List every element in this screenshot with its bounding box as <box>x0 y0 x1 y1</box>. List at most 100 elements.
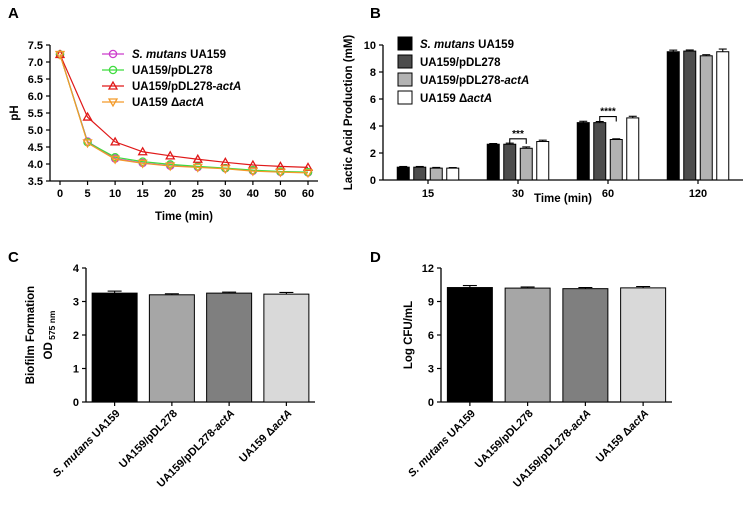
y-tick-label: 3 <box>428 364 434 376</box>
x-tick-label: 10 <box>109 188 121 200</box>
x-tick-label: 60 <box>302 188 314 200</box>
bar <box>626 117 640 181</box>
legend-swatch <box>397 54 413 69</box>
data-point <box>220 165 231 175</box>
x-axis-title: Time (min) <box>534 193 592 205</box>
bar <box>429 167 443 181</box>
data-point <box>165 150 176 160</box>
y-tick-label: 6.0 <box>28 91 43 103</box>
data-point <box>247 167 259 177</box>
significance-label: *** <box>512 129 524 140</box>
y-tick-label: 2 <box>73 330 79 342</box>
x-tick-label: UA159/pDL278 <box>473 408 536 471</box>
bar <box>562 288 609 403</box>
bar <box>683 50 697 181</box>
y-axis-title: Log CFU/mL <box>403 301 415 369</box>
y-tick-label: 12 <box>422 263 434 275</box>
panel-letter-a: A <box>8 5 19 22</box>
data-point <box>192 153 203 163</box>
data-point <box>137 146 148 156</box>
bar <box>413 166 427 181</box>
bar <box>486 143 500 181</box>
bar <box>446 287 493 403</box>
data-point <box>275 168 286 178</box>
legend-label: UA159/pDL278-actA <box>132 81 241 93</box>
legend-label: UA159/pDL278-actA <box>420 75 529 87</box>
y-tick-label: 5.0 <box>28 125 43 137</box>
bar <box>504 287 551 403</box>
bar <box>536 141 550 181</box>
x-tick-label: 120 <box>689 188 707 200</box>
x-tick-label: S. mutans UA159 <box>406 408 478 480</box>
y-tick-label: 0 <box>73 397 79 409</box>
y-tick-label: 6 <box>428 330 434 342</box>
y-tick-label: 4 <box>73 263 80 275</box>
bar <box>666 51 680 181</box>
series-line-3 <box>59 54 309 174</box>
data-point <box>109 155 121 165</box>
x-tick-label: 50 <box>274 188 286 200</box>
y-tick-label: 10 <box>364 40 376 52</box>
panel-letter-b: B <box>370 5 381 22</box>
bar <box>446 167 460 181</box>
x-tick-label: 15 <box>422 188 434 200</box>
y-tick-label: 4 <box>370 121 377 133</box>
y-tick-label: 7.5 <box>28 40 43 52</box>
x-tick-label: 15 <box>137 188 149 200</box>
y-tick-label: 3 <box>73 297 79 309</box>
legend-label: UA159 ΔactA <box>132 97 204 109</box>
x-tick-label: 60 <box>602 188 614 200</box>
x-tick-label: 5 <box>84 188 90 200</box>
series-line-1 <box>59 54 309 173</box>
x-tick-label: 30 <box>219 188 231 200</box>
x-tick-label: 25 <box>192 188 204 200</box>
data-point <box>109 136 121 146</box>
panel-a-ph-chart: 3.5 4.0 4.5 5.0 5.5 6.0 6.5 7.0 7.5 0 5 10 15 20 25 30 4… <box>9 40 318 223</box>
panel-letter-d: D <box>370 249 381 266</box>
y-tick-label: 3.5 <box>28 176 43 188</box>
significance-label: **** <box>600 107 616 118</box>
y-tick-label: 6 <box>370 94 376 106</box>
data-point <box>192 163 203 173</box>
x-tick-label: UA159 ΔactA <box>594 408 651 465</box>
y-axis-title: Lactic Acid Production (mM) <box>343 35 355 191</box>
x-tick-label: 0 <box>57 188 63 200</box>
legend-swatch <box>397 36 413 51</box>
bar <box>91 292 138 403</box>
data-point <box>165 162 176 172</box>
bar <box>593 122 607 181</box>
bar <box>609 139 623 181</box>
data-point <box>82 111 93 121</box>
y-tick-label: 1 <box>73 364 79 376</box>
legend-swatch <box>397 90 413 105</box>
bar <box>206 292 253 403</box>
y-tick-label: 6.5 <box>28 74 43 86</box>
y-axis-title: Biofilm Formation <box>25 286 37 384</box>
legend-marker <box>107 98 119 108</box>
bar <box>148 294 195 403</box>
bar <box>620 287 667 403</box>
panel-letter-c: C <box>8 249 19 266</box>
bar <box>396 166 410 181</box>
legend-label: S. mutans UA159 <box>132 49 226 61</box>
x-tick-label: UA159/pDL278 <box>117 408 180 471</box>
bar <box>576 122 590 181</box>
legend-marker <box>107 80 119 90</box>
legend-label: S. mutans UA159 <box>420 39 514 51</box>
y-tick-label: 4.5 <box>28 142 43 154</box>
y-tick-label: 0 <box>370 175 376 187</box>
legend-label: UA159/pDL278 <box>420 57 501 69</box>
x-tick-label: 20 <box>164 188 176 200</box>
bar <box>699 55 713 181</box>
y-tick-label: 0 <box>428 397 434 409</box>
legend-swatch <box>397 72 413 87</box>
bar <box>519 147 533 181</box>
y-tick-label: 5.5 <box>28 108 43 120</box>
data-point <box>302 169 314 179</box>
data-point <box>137 159 148 169</box>
x-tick-label: 30 <box>512 188 524 200</box>
bar <box>503 143 517 181</box>
